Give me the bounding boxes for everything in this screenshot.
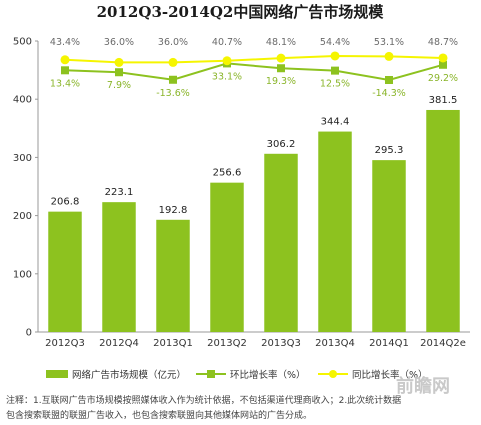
yoy-label-7: 48.7% xyxy=(428,37,458,48)
x-tick-label-0: 2012Q3 xyxy=(45,338,85,349)
yoy-point-2 xyxy=(168,57,178,67)
bar-value-label-5: 344.4 xyxy=(321,117,350,128)
legend-qoq-label: 环比增长率（%） xyxy=(230,369,306,381)
y-tick-label-0: 0 xyxy=(26,328,32,339)
bar-2012Q4 xyxy=(102,202,136,332)
y-tick-label-4: 400 xyxy=(13,95,32,106)
bar-2014Q1 xyxy=(372,160,406,332)
qoq-label-5: 12.5% xyxy=(320,79,350,90)
qoq-label-0: 13.4% xyxy=(50,78,80,89)
qoq-label-4: 19.3% xyxy=(266,76,296,87)
bars xyxy=(48,109,460,332)
bar-2013Q4 xyxy=(318,131,352,332)
qoq-point-1 xyxy=(115,68,123,77)
qoq-label-7: 29.2% xyxy=(428,73,458,84)
yoy-label-0: 43.4% xyxy=(50,37,80,48)
yoy-label-5: 54.4% xyxy=(320,37,350,48)
x-tick-label-2: 2013Q1 xyxy=(153,338,193,349)
note-line-2: 包含搜索联盟的联盟广告收入，也包含搜索联盟向其他媒体网站的广告分成。 xyxy=(6,409,312,421)
yoy-label-3: 40.7% xyxy=(212,37,242,48)
yoy-label-6: 53.1% xyxy=(374,37,404,48)
yoy-point-0 xyxy=(60,55,70,65)
qoq-label-3: 33.1% xyxy=(212,71,242,82)
bar-value-label-1: 223.1 xyxy=(105,187,134,198)
x-tick-label-7: 2014Q2e xyxy=(420,338,466,349)
y-tick-label-2: 200 xyxy=(13,211,32,222)
qoq-point-0 xyxy=(61,66,69,75)
bar-value-label-0: 206.8 xyxy=(51,197,80,208)
qoq-line xyxy=(64,62,444,82)
bar-value-label-7: 381.5 xyxy=(429,95,458,106)
yoy-label-1: 36.0% xyxy=(104,37,134,48)
bar-value-label-2: 192.8 xyxy=(159,205,188,216)
lines xyxy=(60,51,448,85)
x-tick-label-4: 2013Q3 xyxy=(261,338,301,349)
legend-qoq-marker xyxy=(207,370,215,378)
axes: 0 100 200 300 400 500 2012Q3 2012Q4 2013Q1 2013Q2… xyxy=(13,37,470,349)
y-tick-label-3: 300 xyxy=(13,153,32,164)
qoq-point-7 xyxy=(439,60,447,69)
x-tick-label-1: 2012Q4 xyxy=(99,338,139,349)
yoy-point-1 xyxy=(114,57,124,67)
legend-bar-label: 网络广告市场规模（亿元） xyxy=(72,369,186,381)
bar-value-label-4: 306.2 xyxy=(267,139,296,150)
watermark: 前瞻网 xyxy=(396,375,450,397)
yoy-point-7 xyxy=(438,53,448,63)
bar-value-label-6: 295.3 xyxy=(375,145,404,156)
qoq-label-6: -14.3% xyxy=(372,88,406,99)
qoq-point-5 xyxy=(331,66,339,75)
yoy-point-6 xyxy=(384,51,394,61)
yoy-label-4: 48.1% xyxy=(266,37,296,48)
data-labels: 206.8 223.1 192.8 256.6 306.2 344.4 295.3 381.5… xyxy=(50,37,458,216)
legend: 网络广告市场规模（亿元） 环比增长率（%） 同比增长率（%） xyxy=(46,369,428,381)
yoy-point-5 xyxy=(330,51,340,61)
bar-2013Q1 xyxy=(156,219,190,332)
bar-2012Q3 xyxy=(48,211,82,332)
note-line-1: 注释：1.互联网广告市场规模按照媒体收入作为统计依据，不包括渠道代理商收入；2.… xyxy=(6,394,401,406)
yoy-point-4 xyxy=(276,53,286,63)
x-tick-label-6: 2014Q1 xyxy=(369,338,409,349)
qoq-label-2: -13.6% xyxy=(156,88,190,99)
y-tick-label-5: 500 xyxy=(13,37,32,48)
x-tick-label-3: 2013Q2 xyxy=(207,338,247,349)
qoq-label-1: 7.9% xyxy=(107,80,131,91)
yoy-label-2: 36.0% xyxy=(158,37,188,48)
yoy-point-3 xyxy=(222,56,232,66)
bar-value-label-3: 256.6 xyxy=(213,168,242,179)
legend-bar-swatch xyxy=(46,370,68,378)
yoy-line xyxy=(64,54,444,64)
x-tick-label-5: 2013Q4 xyxy=(315,338,355,349)
legend-yoy-marker xyxy=(329,370,337,378)
bar-2013Q2 xyxy=(210,182,244,332)
y-tick-label-1: 100 xyxy=(13,269,32,280)
qoq-point-4 xyxy=(277,64,285,73)
qoq-point-2 xyxy=(169,75,177,84)
qoq-point-6 xyxy=(385,76,393,85)
bar-2014Q2e xyxy=(426,109,460,332)
legend-yoy-label: 同比增长率（%） xyxy=(352,369,428,381)
chart-title: 2012Q3-2014Q2中国网络广告市场规模 xyxy=(97,3,385,21)
bar-2013Q3 xyxy=(264,153,298,332)
